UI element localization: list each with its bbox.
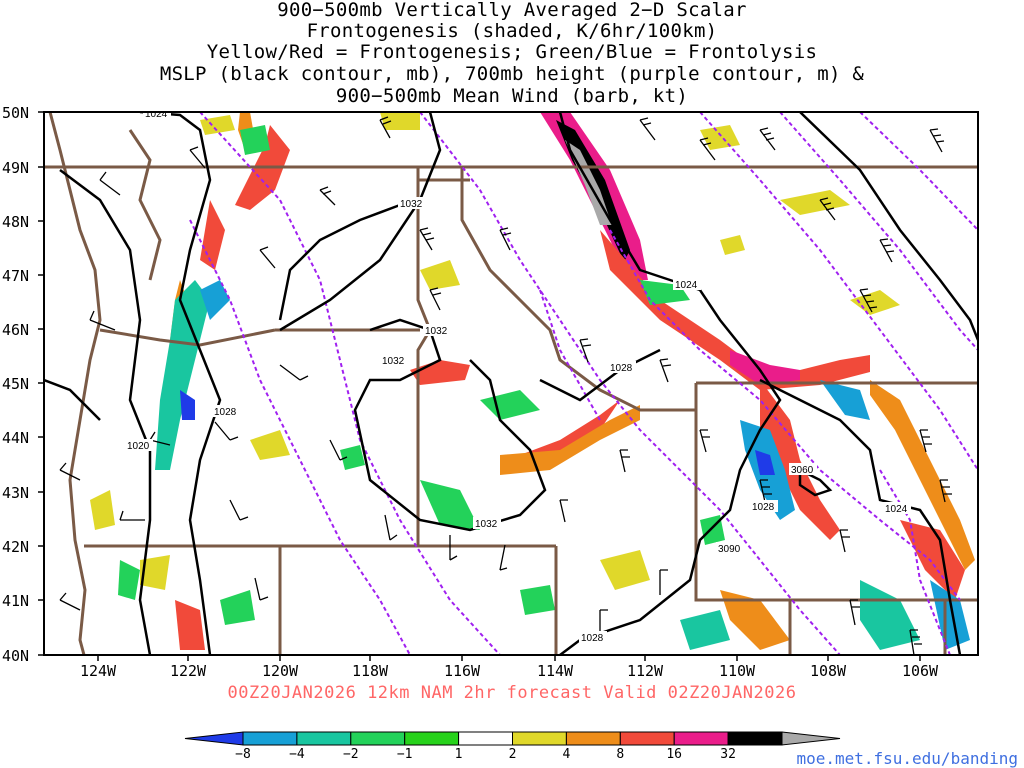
colorbar-segment <box>184 731 244 746</box>
colorbar-segment <box>673 731 729 746</box>
lon-label: 118W <box>352 662 389 680</box>
contour-label: 1020 <box>127 441 150 452</box>
colorbar-segment <box>350 731 406 746</box>
title-line-4: MSLP (black contour, mb), 700mb height (… <box>159 63 865 85</box>
lon-label: 122W <box>170 662 207 680</box>
longitude-axis: 124W 122W 120W 118W 116W 114W 112W 110W … <box>80 655 939 680</box>
contour-label: 1028 <box>610 363 633 374</box>
colorbar: −8 −4 −2 −1 1 2 4 8 16 32 <box>184 731 841 762</box>
contour-label: 1028 <box>214 407 237 418</box>
lat-label: 43N <box>2 484 29 502</box>
colorbar-tick-label: −2 <box>343 747 359 762</box>
map-plot-area: 1024 1032 1032 1032 1024 1028 1028 1020 … <box>44 109 978 655</box>
contour-label: 1028 <box>752 502 775 513</box>
lat-label: 47N <box>2 267 29 285</box>
colorbar-segment <box>458 731 514 746</box>
lat-label: 42N <box>2 538 29 556</box>
colorbar-tick-label: −4 <box>289 747 305 762</box>
lat-label: 46N <box>2 321 29 339</box>
lon-label: 106W <box>902 662 939 680</box>
colorbar-tick-label: 16 <box>666 747 682 762</box>
colorbar-tick-label: 4 <box>562 747 570 762</box>
contour-label: 1024 <box>675 280 698 291</box>
lon-label: 112W <box>627 662 664 680</box>
lon-label: 108W <box>810 662 847 680</box>
contour-labels: 1024 1032 1032 1032 1024 1028 1028 1020 … <box>125 109 911 644</box>
credit-link[interactable]: moe.met.fsu.edu/banding <box>796 749 1018 768</box>
lat-label: 45N <box>2 375 29 393</box>
colorbar-segment <box>781 731 841 746</box>
mslp-contours <box>44 112 978 655</box>
lon-label: 114W <box>537 662 574 680</box>
contour-label: 3060 <box>791 465 814 476</box>
valid-time-line: 00Z20JAN2026 12km NAM 2hr forecast Valid… <box>227 683 797 703</box>
contour-label: 1032 <box>475 519 498 530</box>
colorbar-segment <box>296 731 352 746</box>
latitude-axis: 50N 49N 48N 47N 46N 45N 44N 43N 42N 41N … <box>2 104 44 665</box>
lon-label: 124W <box>80 662 117 680</box>
colorbar-segment <box>565 731 621 746</box>
title-line-3: Yellow/Red = Frontogenesis; Green/Blue =… <box>206 41 818 63</box>
contour-label: 1024 <box>145 109 168 120</box>
title-line-1: 900−500mb Vertically Averaged 2−D Scalar <box>277 0 747 21</box>
colorbar-tick-label: 2 <box>509 747 517 762</box>
colorbar-tick-label: 32 <box>720 747 736 762</box>
lon-label: 110W <box>719 662 756 680</box>
contour-label: 1032 <box>400 199 423 210</box>
wind-barbs <box>59 116 952 655</box>
title-line-2: Frontogenesis (shaded, K/6hr/100km) <box>306 20 718 42</box>
title-line-5: 900−500mb Mean Wind (barb, kt) <box>335 85 689 107</box>
colorbar-segment <box>242 731 298 746</box>
frontogenesis-shading <box>90 112 975 650</box>
lat-label: 40N <box>2 647 29 665</box>
lon-label: 120W <box>262 662 299 680</box>
colorbar-segment <box>512 731 567 746</box>
contour-label: 1028 <box>581 633 604 644</box>
colorbar-segment <box>727 731 783 746</box>
lat-label: 50N <box>2 104 29 122</box>
colorbar-tick-label: −8 <box>235 747 251 762</box>
height-contours <box>189 112 978 655</box>
colorbar-segment <box>404 731 460 746</box>
colorbar-tick-label: 1 <box>455 747 463 762</box>
lat-label: 41N <box>2 592 29 610</box>
colorbar-tick-label: −1 <box>397 747 413 762</box>
colorbar-segment <box>619 731 675 746</box>
lat-label: 44N <box>2 429 29 447</box>
colorbar-tick-label: 8 <box>616 747 624 762</box>
lon-label: 116W <box>444 662 481 680</box>
lat-label: 49N <box>2 159 29 177</box>
lat-label: 48N <box>2 213 29 231</box>
contour-label: 3090 <box>718 544 741 555</box>
contour-label: 1032 <box>382 356 405 367</box>
contour-label: 1024 <box>885 504 908 515</box>
contour-label: 1032 <box>425 326 448 337</box>
